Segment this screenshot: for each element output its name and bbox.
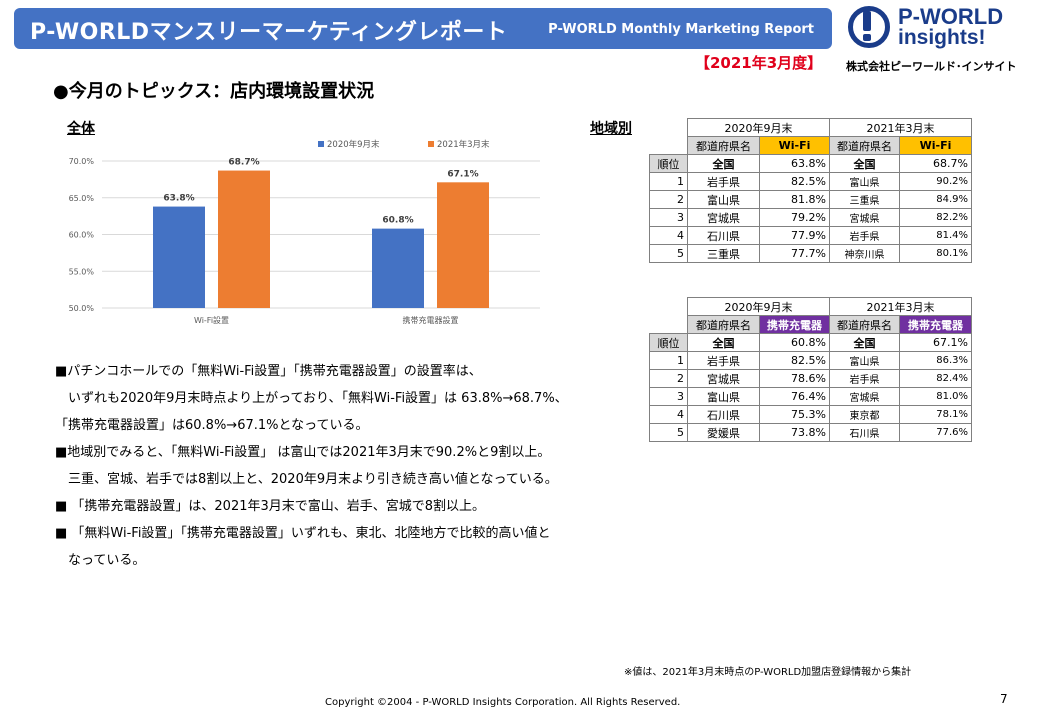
y-tick-label: 50.0% <box>69 304 95 313</box>
legend-label: 2020年9月末 <box>327 139 380 150</box>
x-category-label: Wi-Fi設置 <box>194 315 229 325</box>
total-label: 全国 <box>829 154 900 173</box>
total-value: 68.7% <box>899 154 972 173</box>
legend-swatch <box>318 141 324 147</box>
bar <box>218 170 270 308</box>
logo-dot-icon <box>863 34 871 41</box>
summary-bullets: ■パチンコホールでの「無料Wi-Fi設置」「携帯充電器設置」の設置率は、 いずれ… <box>55 358 568 574</box>
copyright: Copyright ©2004 - P-WORLD Insights Corpo… <box>325 697 681 708</box>
period1-header: 2020年9月末 <box>687 297 830 316</box>
table-row: 1 岩手県 82.5% 富山県 90.2% <box>649 172 972 191</box>
data-label: 63.8% <box>163 194 194 204</box>
topic-title: ●今月のトピックス：店内環境設置状況 <box>53 81 375 102</box>
x-category-label: 携帯充電器設置 <box>403 315 459 325</box>
legend-label: 2021年3月末 <box>437 139 490 150</box>
bar <box>437 182 489 308</box>
report-title: P-WORLDマンスリーマーケティングレポート <box>30 20 508 45</box>
bullet-line: ■ 「携帯充電器設置」は、2021年3月末で富山、岩手、宮城で8割以上。 <box>55 499 486 514</box>
bullet-line: ■地域別でみると、「無料Wi-Fi設置」 は富山では2021年3月末で90.2%… <box>55 445 551 460</box>
pref-header: 都道府県名 <box>687 136 760 155</box>
y-tick-label: 60.0% <box>69 231 95 240</box>
total-value: 63.8% <box>759 154 830 173</box>
bullet-line: なっている。 <box>55 553 146 568</box>
table-row: 2 富山県 81.8% 三重県 84.9% <box>649 190 972 209</box>
table-row: 1 岩手県 82.5% 富山県 86.3% <box>649 351 972 370</box>
bar <box>153 206 205 308</box>
table-row: 5 愛媛県 73.8% 石川県 77.6% <box>649 423 972 442</box>
bar <box>372 228 424 308</box>
logo-line2: insights! <box>898 26 986 49</box>
charger-ranking-table: 2020年9月末 2021年3月末 都道府県名 携帯充電器 都道府県名 携帯充電… <box>649 297 972 442</box>
logo-circle-icon <box>848 6 890 48</box>
y-tick-label: 70.0% <box>69 157 95 166</box>
bullet-line: ■ 「無料Wi-Fi設置」「携帯充電器設置」いずれも、東北、北陸地方で比較的高い… <box>55 526 551 541</box>
company-name: 株式会社ピーワールド･インサイト <box>846 60 1017 73</box>
table-row: 3 富山県 76.4% 宮城県 81.0% <box>649 387 972 406</box>
pref-header: 都道府県名 <box>829 136 900 155</box>
table-row: 4 石川県 77.9% 岩手県 81.4% <box>649 226 972 245</box>
pref-header: 都道府県名 <box>829 315 900 334</box>
total-value: 67.1% <box>899 333 972 352</box>
total-label: 全国 <box>687 154 760 173</box>
rank-header: 順位 <box>649 154 688 173</box>
total-label: 全国 <box>829 333 900 352</box>
total-value: 60.8% <box>759 333 830 352</box>
rank-header: 順位 <box>649 333 688 352</box>
table-row: 4 石川県 75.3% 東京都 78.1% <box>649 405 972 424</box>
report-period: 【2021年3月度】 <box>695 54 823 72</box>
y-tick-label: 65.0% <box>69 194 95 203</box>
logo-line1: P-WORLD <box>898 4 1004 29</box>
period1-header: 2020年9月末 <box>687 118 830 137</box>
period2-header: 2021年3月末 <box>829 297 972 316</box>
region-section-label: 地域別 <box>590 121 632 137</box>
wifi-ranking-table: 2020年9月末 2021年3月末 都道府県名 Wi-Fi 都道府県名 Wi-F… <box>649 118 972 263</box>
data-label: 68.7% <box>228 158 259 168</box>
period2-header: 2021年3月末 <box>829 118 972 137</box>
metric-header: 携帯充電器 <box>759 315 830 334</box>
bullet-line: ■パチンコホールでの「無料Wi-Fi設置」「携帯充電器設置」の設置率は、 <box>55 364 482 379</box>
pref-header: 都道府県名 <box>687 315 760 334</box>
table-row: 3 宮城県 79.2% 宮城県 82.2% <box>649 208 972 227</box>
header-bar: P-WORLDマンスリーマーケティングレポート P-WORLD Monthly … <box>14 8 832 49</box>
bullet-line: 「携帯充電器設置」は60.8%→67.1%となっている。 <box>55 418 369 433</box>
table-row: 2 宮城県 78.6% 岩手県 82.4% <box>649 369 972 388</box>
report-subtitle: P-WORLD Monthly Marketing Report <box>548 22 814 37</box>
footnote: ※値は、2021年3月末時点のP-WORLD加盟店登録情報から集計 <box>624 667 912 678</box>
metric-header: 携帯充電器 <box>899 315 972 334</box>
legend-swatch <box>428 141 434 147</box>
logo-exclamation-icon <box>863 11 871 31</box>
company-logo: P-WORLD insights! 株式会社ピーワールド･インサイト <box>846 4 1030 76</box>
data-label: 67.1% <box>447 169 478 179</box>
y-tick-label: 55.0% <box>69 267 95 276</box>
page-number: 7 <box>1000 692 1008 706</box>
table-row: 5 三重県 77.7% 神奈川県 80.1% <box>649 244 972 263</box>
metric-header: Wi-Fi <box>899 136 972 155</box>
total-label: 全国 <box>687 333 760 352</box>
bar-chart: 70.0% 65.0% 60.0% 55.0% 50.0% 2020年9月末 2021年3月… <box>69 139 540 325</box>
data-label: 60.8% <box>382 216 413 226</box>
bullet-line: いずれも2020年9月末時点より上がっており、「無料Wi-Fi設置」は 63.8… <box>55 391 568 406</box>
metric-header: Wi-Fi <box>759 136 830 155</box>
bullet-line: 三重、宮城、岩手では8割以上と、2020年9月末より引き続き高い値となっている。 <box>55 472 558 487</box>
chart-section-label: 全体 <box>67 121 95 137</box>
